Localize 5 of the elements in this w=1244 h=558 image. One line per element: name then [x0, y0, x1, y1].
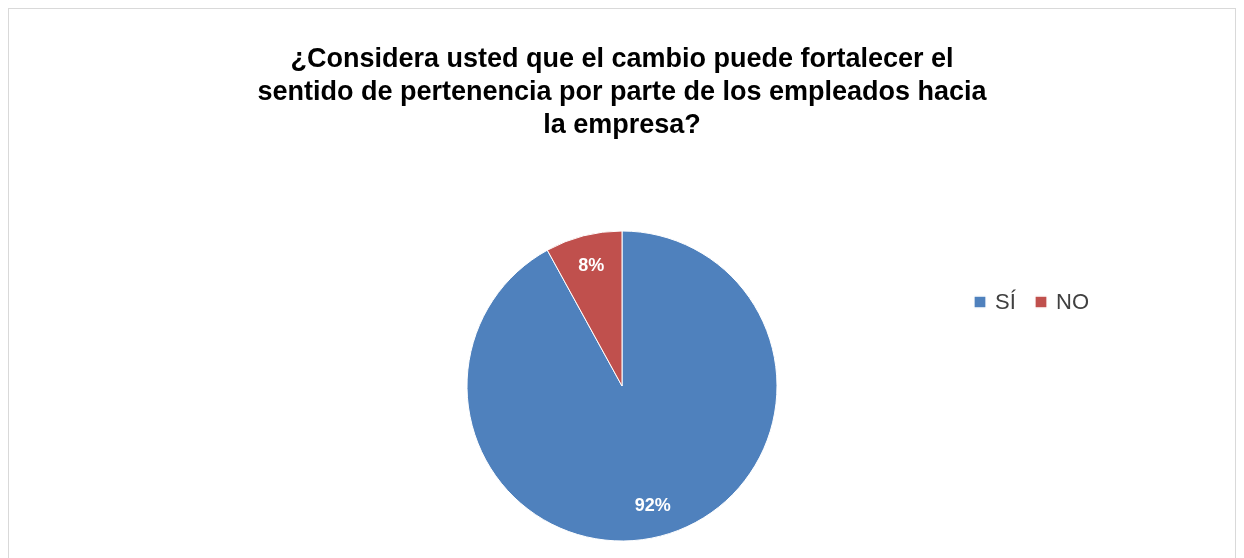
legend-label: NO — [1056, 289, 1089, 314]
data-label: 8% — [578, 254, 605, 275]
data-label: 92% — [634, 495, 671, 516]
legend-label: SÍ — [995, 289, 1017, 314]
chart-title: ¿Considera usted que el cambio puede fortalecer el sentido de pertenencia por parte de los empleados hacia la empresa? — [257, 43, 988, 139]
